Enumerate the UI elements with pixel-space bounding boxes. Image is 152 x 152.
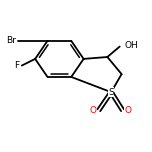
Text: Br: Br [6, 36, 16, 45]
Text: OH: OH [124, 41, 138, 50]
Text: S: S [108, 88, 114, 97]
Text: F: F [14, 61, 19, 70]
Text: O: O [124, 106, 131, 115]
Text: O: O [90, 106, 97, 115]
